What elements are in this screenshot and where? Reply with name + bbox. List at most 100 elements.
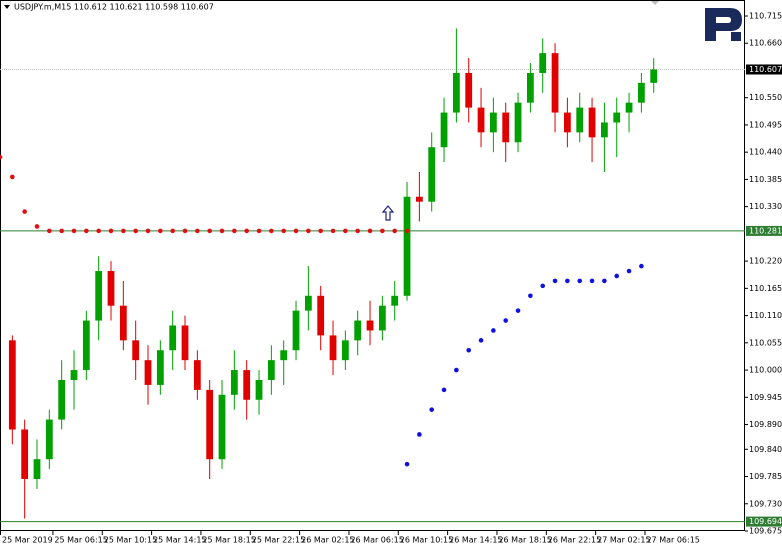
candle-body [403,196,411,296]
candle-body [465,72,473,108]
y-tick-label: 110.440 [749,148,782,157]
x-tick-label: 26 Mar 22:15 [548,536,601,545]
indicator-dot [0,154,3,160]
plot [0,28,745,523]
indicator-dot [552,278,558,284]
indicator-dot [466,347,472,353]
x-tick-label: 25 Mar 18:15 [202,536,255,545]
price-label: 110.607 [749,65,782,74]
indicator-dot [343,228,348,234]
y-tick-label: 110.715 [749,12,782,21]
candle-body [33,459,41,480]
candle-body [625,102,633,113]
candle-body [650,69,658,83]
x-tick-label: 25 Mar 22:15 [252,536,305,545]
candle-body [8,340,16,430]
candle-body [563,112,571,133]
candle-body [267,360,275,380]
indicator-dot [306,228,311,234]
x-tick-label: 25 Mar 14:15 [153,536,206,545]
y-tick-label: 110.220 [749,257,782,266]
y-tick-label: 109.730 [749,499,782,508]
candle-body [82,320,90,371]
indicator-dot [158,228,163,234]
candle-body [588,107,596,138]
indicator-dot [626,268,632,274]
x-tick-label: 26 Mar 06:15 [350,536,403,545]
candle-body [576,107,584,133]
candle-body [193,360,201,390]
indicator-dot [367,228,373,234]
indicator-dot [108,228,114,234]
indicator-dot [207,228,212,234]
candle-body [119,305,127,341]
indicator-dot [269,228,274,234]
indicator-dot [565,278,570,284]
level-label-bg [746,225,782,236]
y-tick-label: 110.550 [749,93,782,102]
candle-body [551,53,559,113]
candle-body [452,72,460,113]
indicator-dot [244,228,249,234]
indicator-dot [639,263,644,269]
candle-body [70,370,78,380]
indicator-dot [417,432,422,437]
candle-body [107,271,115,306]
y-tick-label: 109.785 [749,472,782,481]
indicator-dot [441,387,447,393]
x-tick-label: 26 Mar 02:15 [301,536,354,545]
candle-body [230,370,238,395]
indicator-dot [256,228,262,234]
y-tick-label: 110.000 [749,366,782,375]
candle-body [391,295,399,306]
candle-body [95,271,103,321]
logo [705,8,742,41]
indicator-dot [429,407,435,412]
x-tick-label: 25 Mar 06:15 [54,536,107,545]
y-tick-label: 110.495 [749,120,782,129]
y-tick-label: 109.675 [749,527,782,536]
y-tick-label: 110.165 [749,284,782,293]
indicator-dot [614,273,620,279]
candle-body [613,112,621,123]
candle-body [600,122,608,138]
candle-body [317,295,325,336]
indicator-dot [232,228,237,234]
candle-body [514,102,522,143]
x-tick-label: 27 Mar 02:15 [597,536,650,545]
candle-body [255,379,263,400]
indicator-dot [491,328,496,333]
candle-body [243,370,251,400]
indicator-dot [454,367,459,373]
candle-body [304,295,312,311]
indicator-dot [34,224,40,229]
indicator-dot [59,228,64,234]
indicator-dot [404,228,410,234]
indicator-dot [84,228,89,234]
indicator-dot [293,228,299,234]
candle-body [366,320,374,331]
candle-body [280,350,288,361]
candle-body [292,310,300,351]
price-label-bg [746,64,782,75]
menu-arrow[interactable] [4,5,10,9]
indicator-dot [318,228,323,234]
level-label-bg [746,516,782,527]
indicator-dot [281,228,286,234]
indicator-dot [10,174,15,180]
indicator-dot [478,338,484,343]
candle-body [428,147,436,202]
indicator-dot [577,278,583,284]
x-tick-label: 25 Mar 10:15 [104,536,157,545]
chart-title: USDJPY.m,M15 110.612 110.621 110.598 110… [14,3,214,12]
candle-body [156,350,164,385]
candle-body [132,340,140,361]
y-tick-label: 109.945 [749,393,782,402]
y-tick-label: 110.330 [749,202,782,211]
candle-body [539,53,547,73]
level-label: 109.694 [749,517,782,526]
candle-body [169,325,177,351]
indicator-dot [22,209,27,214]
indicator-dot [330,228,336,234]
candle-body [21,429,29,480]
